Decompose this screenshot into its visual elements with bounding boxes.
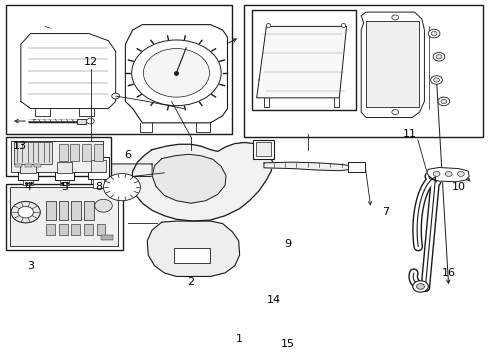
Bar [57,162,72,173]
Bar [84,201,94,220]
Bar [11,141,103,172]
Bar [59,224,67,235]
Bar [55,159,74,180]
Bar [70,144,79,161]
Circle shape [435,55,441,59]
Text: 1: 1 [236,334,243,344]
Bar [251,10,356,111]
Circle shape [416,284,424,289]
Circle shape [433,78,439,82]
Bar [6,184,122,249]
Circle shape [430,76,442,84]
Polygon shape [125,24,227,123]
Circle shape [432,171,439,176]
Bar [71,201,81,220]
Circle shape [391,15,398,20]
Circle shape [143,49,209,97]
Text: 2: 2 [187,277,194,287]
Circle shape [391,110,398,114]
Circle shape [108,177,135,197]
Bar [34,164,41,167]
Text: 16: 16 [441,268,455,278]
Bar [6,5,232,134]
Polygon shape [256,26,346,98]
Polygon shape [91,164,152,176]
Text: 3: 3 [27,261,34,271]
Text: 14: 14 [266,295,280,305]
Circle shape [440,99,446,104]
Circle shape [427,29,439,38]
Polygon shape [152,154,225,203]
Bar [244,5,482,137]
Bar [84,224,93,235]
Text: 6: 6 [124,150,131,160]
Bar [255,142,271,156]
Bar [71,224,80,235]
Bar [366,21,418,107]
Text: 8: 8 [95,182,102,192]
Bar [46,224,55,235]
Bar [46,201,56,220]
Polygon shape [264,162,351,171]
Circle shape [11,202,40,223]
Circle shape [437,97,449,106]
Polygon shape [361,12,424,117]
Circle shape [112,93,119,99]
Bar [14,142,52,163]
Bar [97,224,105,235]
Bar [6,137,111,176]
Text: 9: 9 [284,239,291,249]
Text: 13: 13 [13,141,27,151]
Circle shape [432,53,444,61]
Circle shape [86,118,94,124]
Bar [59,144,67,161]
Bar [101,235,113,240]
Bar [15,164,22,167]
Circle shape [103,174,140,201]
Circle shape [412,281,427,292]
Bar [25,164,31,167]
Polygon shape [131,143,272,221]
Bar [77,118,85,123]
Bar [88,157,109,179]
Text: 10: 10 [450,182,465,192]
Bar [94,144,102,161]
Circle shape [131,40,221,106]
Text: 15: 15 [281,339,295,348]
Circle shape [430,31,436,36]
Text: 11: 11 [402,129,416,139]
Text: 4: 4 [24,182,32,192]
Bar [60,180,69,185]
Bar [93,179,104,188]
Bar [82,144,91,161]
Circle shape [114,181,129,193]
Bar [59,201,68,220]
Circle shape [18,206,33,218]
Text: 12: 12 [84,57,98,67]
Bar [347,162,364,172]
Circle shape [445,171,451,176]
Bar [91,160,106,172]
Polygon shape [21,33,116,109]
Bar [23,180,33,185]
Bar [253,140,273,159]
Polygon shape [147,221,239,276]
Bar [174,248,210,263]
Circle shape [457,171,463,176]
Circle shape [95,199,112,212]
Bar [20,162,36,173]
Polygon shape [426,167,468,182]
Bar [10,187,118,246]
Bar [19,159,38,180]
Text: 5: 5 [61,182,68,192]
Text: 7: 7 [381,207,388,217]
